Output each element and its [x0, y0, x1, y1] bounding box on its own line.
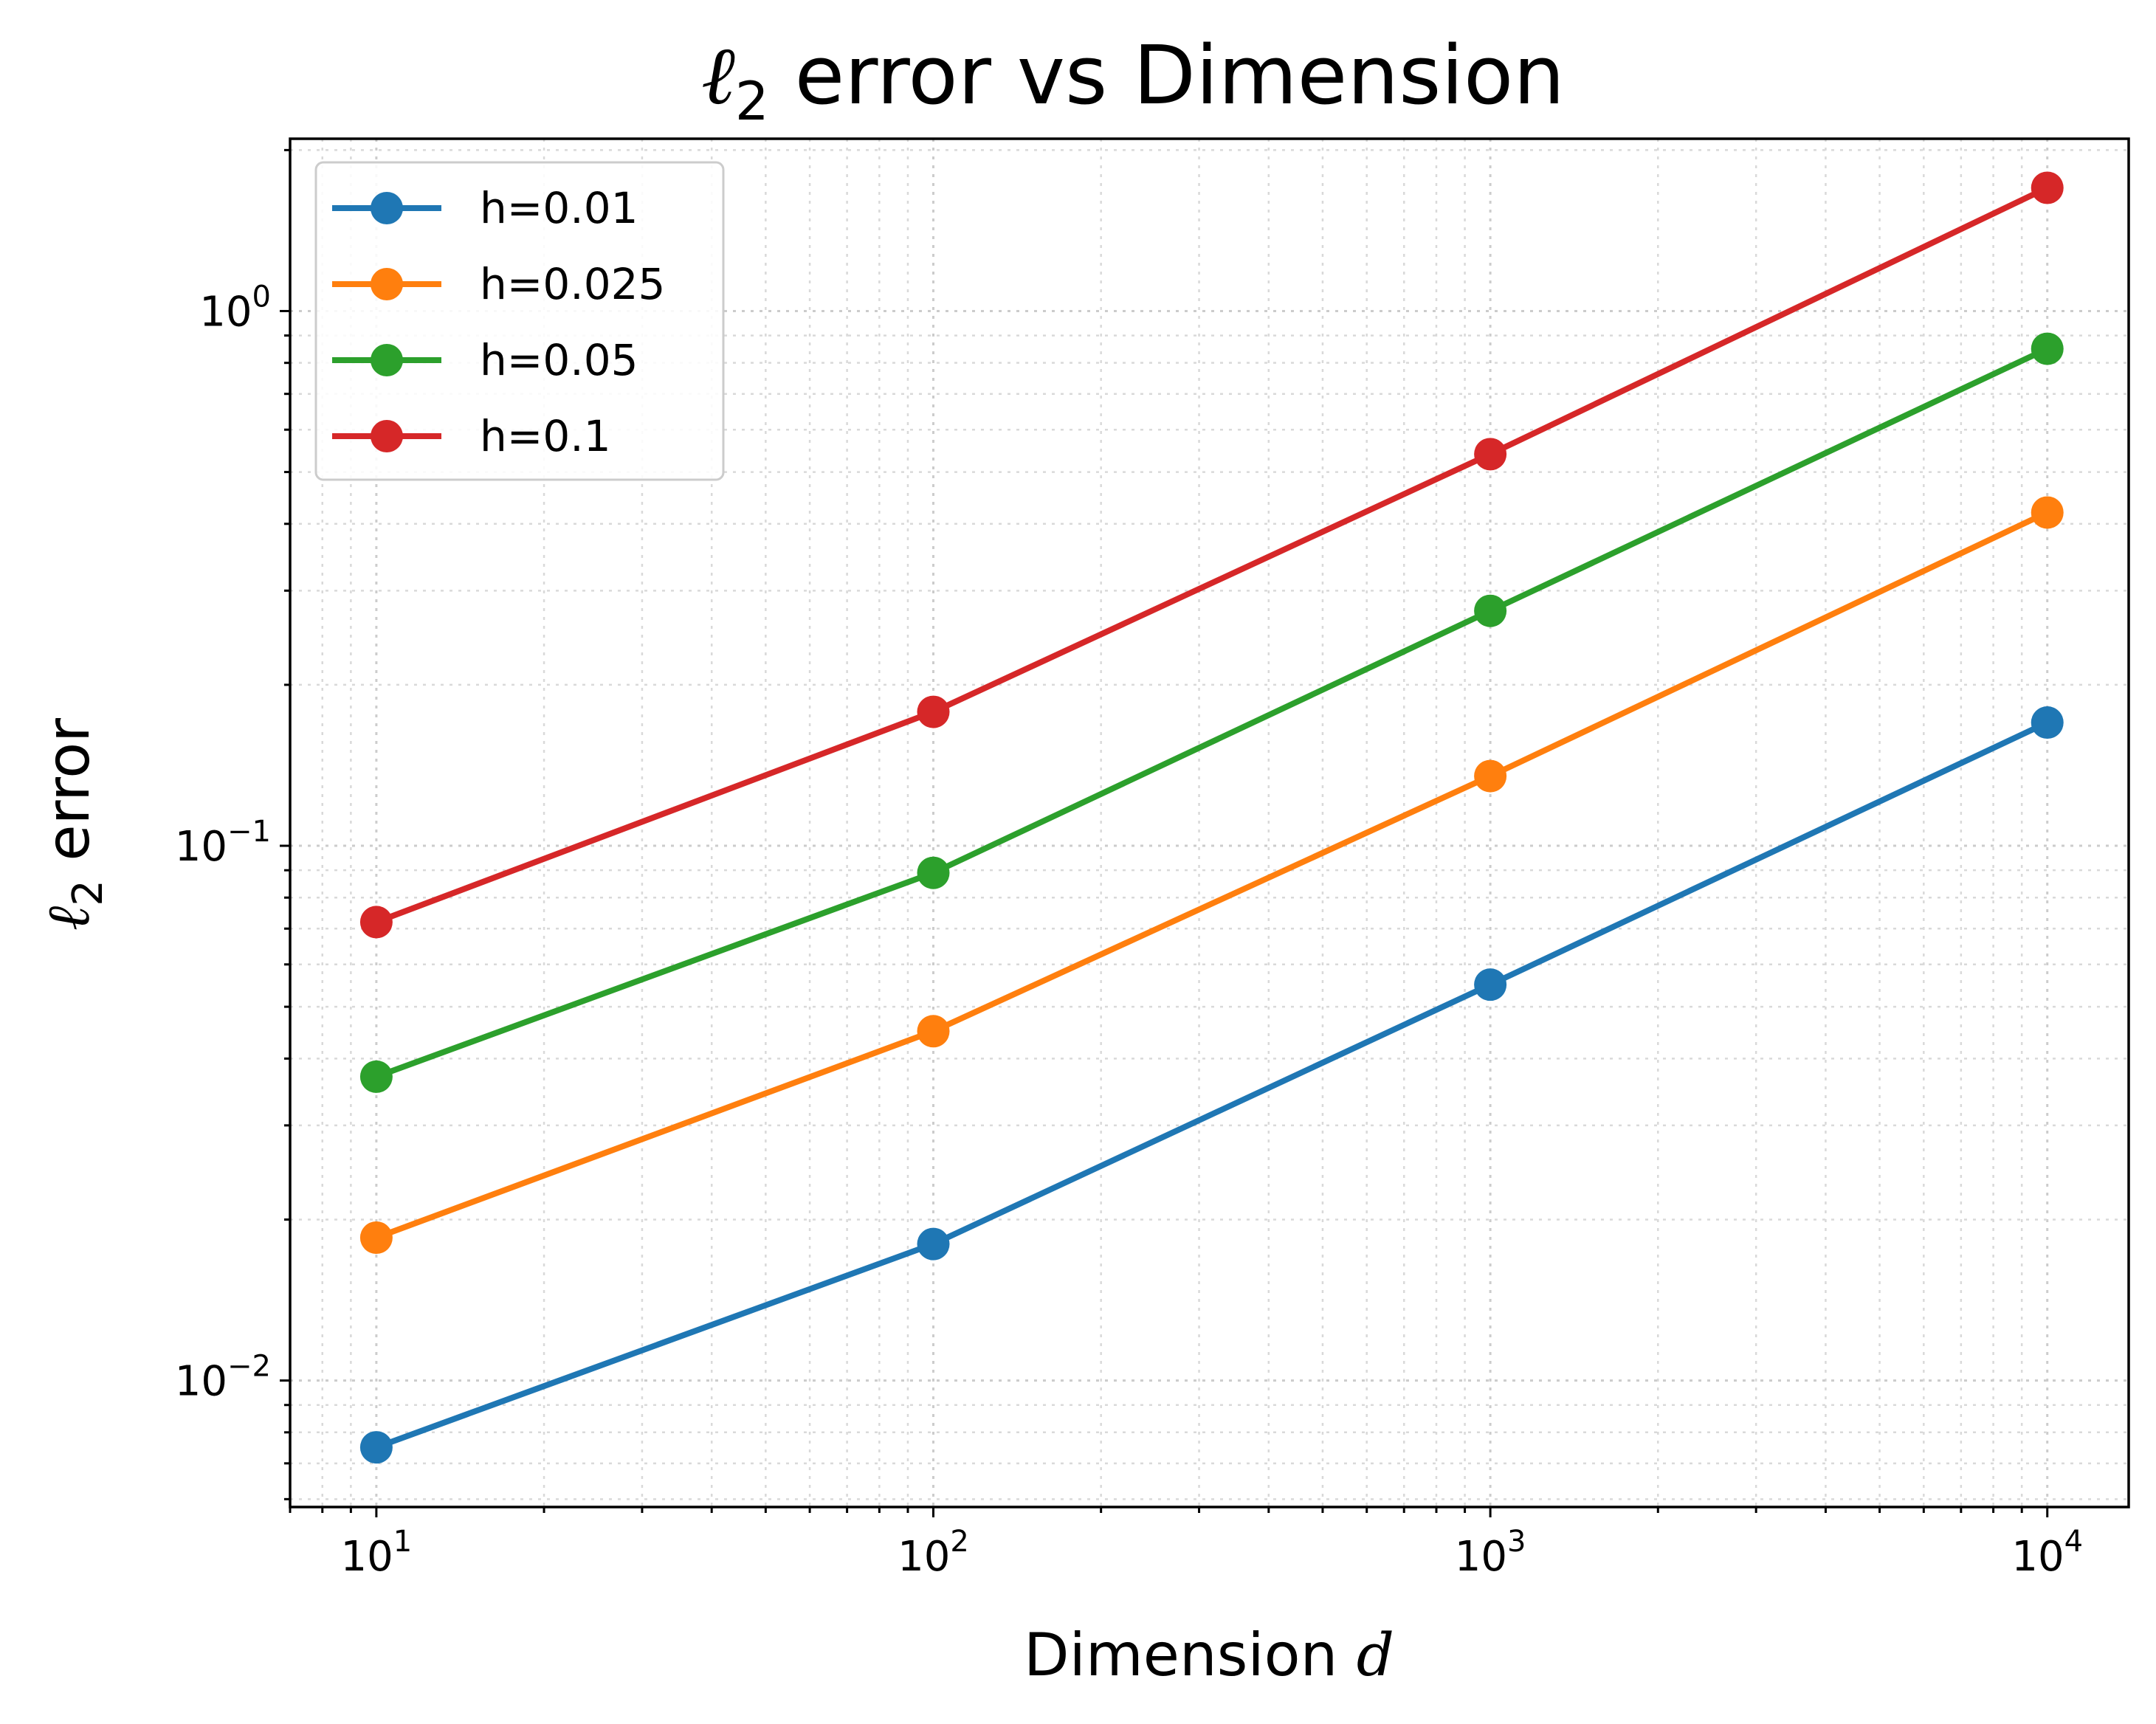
x-axis-label-text: Dimension	[1024, 1621, 1357, 1689]
y-tick-label: 10−2	[175, 1350, 271, 1406]
legend-marker	[371, 268, 403, 300]
legend-label: h=0.01	[480, 183, 638, 233]
chart-title-subscript: 2	[735, 70, 769, 132]
legend-label: h=0.1	[480, 411, 611, 461]
x-tick-label: 102	[898, 1525, 969, 1581]
legend-item: h=0.025	[332, 259, 665, 309]
y-axis-label: ℓ2 error	[34, 718, 112, 931]
chart-title: ℓ2 error vs Dimension	[701, 28, 1565, 132]
x-tick-label: 104	[2011, 1525, 2083, 1581]
grid	[289, 139, 2129, 1507]
legend: h=0.01 h=0.025 h=0.05 h=0.1	[314, 161, 725, 481]
y-tick-label: 100	[199, 280, 271, 336]
series-line	[375, 345, 2049, 1080]
x-axis-label: Dimension d	[1024, 1621, 1394, 1689]
chart-title-math: ℓ	[701, 28, 735, 123]
chart-title-text: error vs Dimension	[769, 28, 1565, 123]
y-axis-label-text: error	[34, 718, 103, 880]
series-1	[359, 496, 2064, 1255]
legend-label: h=0.025	[480, 259, 665, 309]
series-0	[359, 706, 2064, 1464]
data-point	[359, 1221, 393, 1255]
legend-marker	[371, 344, 403, 376]
data-point	[917, 1015, 950, 1048]
axes: 101 102 103 104 10−2 10−1 100	[175, 148, 2083, 1581]
legend-marker	[371, 420, 403, 452]
legend-item: h=0.01	[332, 183, 638, 233]
plot-frame	[289, 137, 2130, 1508]
data-point	[2031, 706, 2064, 739]
x-tick-label: 101	[341, 1525, 413, 1581]
series-3	[359, 171, 2064, 939]
data-point	[2031, 496, 2064, 529]
data-point	[1474, 594, 1507, 627]
series-line	[375, 509, 2049, 1241]
legend-label: h=0.05	[480, 335, 638, 385]
data-point	[1474, 759, 1507, 793]
x-axis-label-math: d	[1357, 1621, 1394, 1689]
series-line	[375, 185, 2049, 925]
data-point	[1474, 438, 1507, 471]
data-point	[359, 906, 393, 939]
series-layer	[359, 171, 2064, 1464]
y-tick-label: 10−1	[175, 815, 271, 871]
y-axis-label-math: ℓ	[34, 906, 103, 931]
legend-marker	[371, 192, 403, 224]
data-point	[359, 1060, 393, 1093]
legend-item: h=0.05	[332, 335, 638, 385]
data-point	[2031, 171, 2064, 204]
data-point	[917, 856, 950, 889]
legend-item: h=0.1	[332, 411, 611, 461]
legend-box	[314, 161, 725, 481]
data-point	[1474, 968, 1507, 1001]
series-2	[359, 332, 2064, 1093]
data-point	[917, 695, 950, 728]
x-tick-label: 103	[1455, 1525, 1526, 1581]
data-point	[2031, 332, 2064, 365]
data-point	[917, 1227, 950, 1261]
series-line	[375, 720, 2049, 1450]
y-axis-label-subscript: 2	[64, 880, 112, 906]
data-point	[359, 1431, 393, 1464]
